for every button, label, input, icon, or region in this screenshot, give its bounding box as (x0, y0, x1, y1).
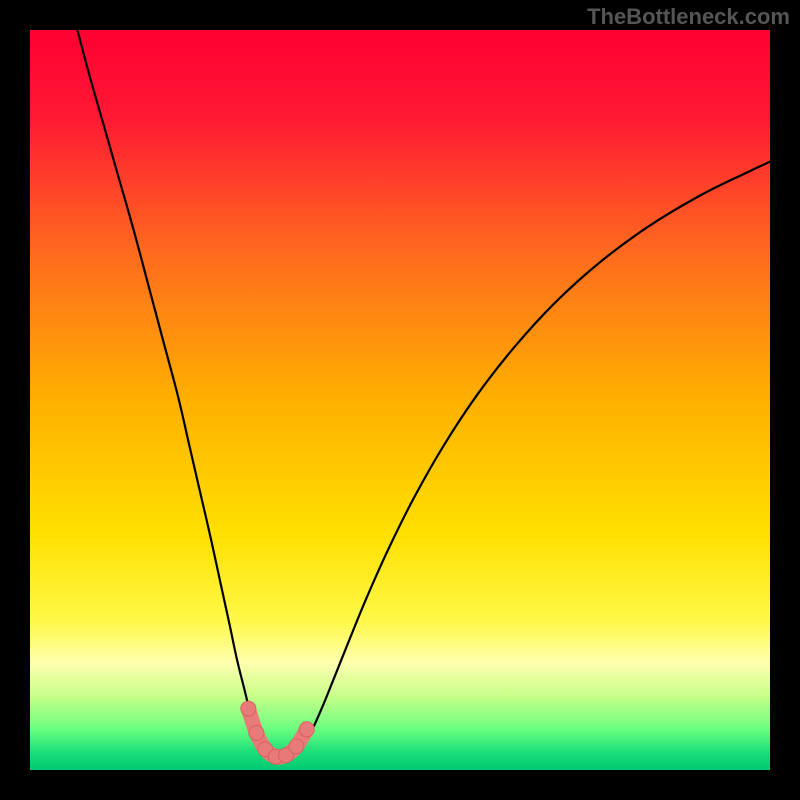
attribution-text: TheBottleneck.com (587, 4, 790, 30)
marker-dot (249, 726, 264, 741)
marker-dot (299, 722, 314, 737)
curve-path (77, 30, 770, 760)
plot-area (30, 30, 770, 770)
marker-dot (241, 701, 256, 716)
chart-frame: TheBottleneck.com (0, 0, 800, 800)
marker-dot (289, 739, 304, 754)
bottleneck-curve (30, 30, 770, 770)
